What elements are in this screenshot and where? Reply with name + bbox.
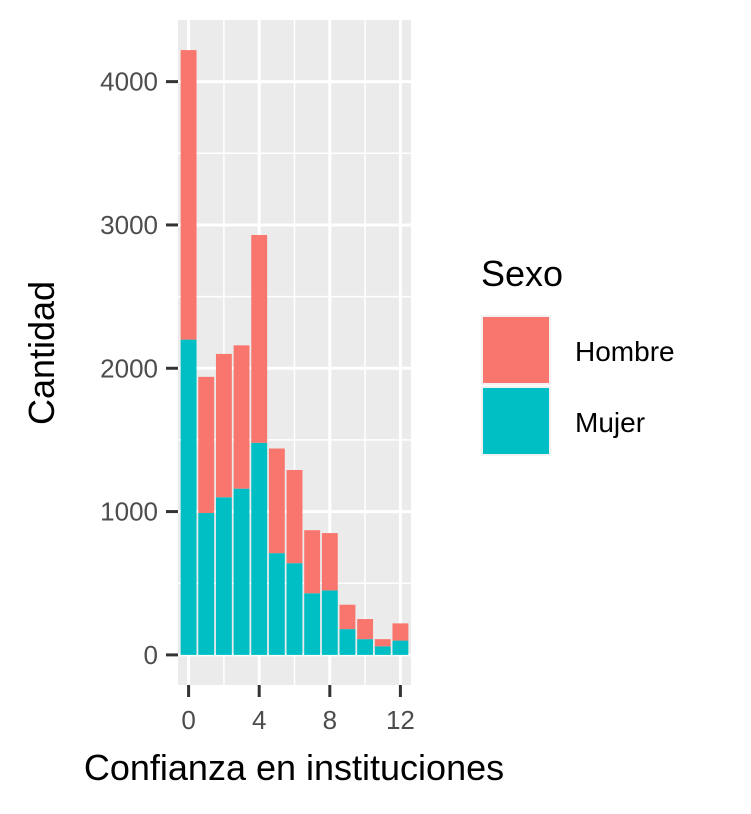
bar-hombre — [215, 353, 232, 498]
y-tick-label: 3000 — [100, 210, 158, 240]
bar-hombre — [233, 345, 250, 489]
legend-label-mujer: Mujer — [575, 407, 645, 438]
bar-hombre — [286, 470, 303, 564]
bar-mujer — [251, 442, 268, 655]
bar-mujer — [180, 339, 197, 655]
bar-hombre — [339, 604, 356, 630]
bar-hombre — [304, 530, 321, 594]
bar-hombre — [180, 50, 197, 340]
x-tick-label: 8 — [323, 705, 337, 735]
x-tick-label: 4 — [252, 705, 266, 735]
bar-hombre — [268, 448, 285, 554]
bar-mujer — [268, 553, 285, 655]
bar-mujer — [286, 563, 303, 655]
bar-mujer — [357, 639, 374, 655]
bar-mujer — [374, 646, 391, 655]
legend-items: Hombre Mujer — [481, 315, 675, 456]
legend-title: Sexo — [481, 253, 563, 294]
y-tick-label: 2000 — [100, 353, 158, 383]
bar-hombre — [374, 639, 391, 647]
bar-hombre — [357, 619, 374, 640]
y-tick-label: 1000 — [100, 497, 158, 527]
bar-hombre — [251, 234, 268, 443]
bar-hombre — [198, 376, 215, 514]
x-axis: 0 4 8 12 — [181, 685, 415, 735]
x-tick-label: 0 — [181, 705, 195, 735]
bar-mujer — [215, 497, 232, 655]
y-tick-label: 4000 — [100, 67, 158, 97]
y-axis: 0 1000 2000 3000 4000 — [100, 67, 178, 670]
bar-mujer — [392, 640, 409, 655]
legend-label-hombre: Hombre — [575, 336, 675, 367]
bar-mujer — [233, 488, 250, 655]
legend-key-mujer — [483, 388, 549, 454]
bar-mujer — [321, 590, 338, 655]
legend-key-hombre — [483, 317, 549, 383]
legend: Sexo Hombre Mujer — [481, 253, 675, 456]
x-axis-title: Confianza en instituciones — [84, 747, 504, 788]
bar-mujer — [339, 629, 356, 655]
x-tick-label: 12 — [386, 705, 415, 735]
bar-hombre — [392, 623, 409, 641]
bars — [180, 50, 409, 655]
bar-mujer — [304, 593, 321, 655]
y-tick-label: 0 — [144, 640, 158, 670]
bar-hombre — [321, 533, 338, 591]
y-axis-title: Cantidad — [21, 281, 62, 425]
bar-mujer — [198, 513, 215, 655]
